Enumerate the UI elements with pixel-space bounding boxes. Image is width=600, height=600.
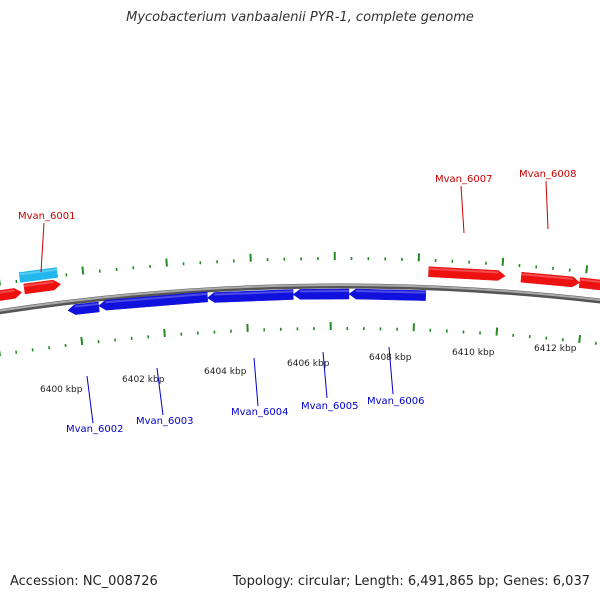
scale-labels: 6400 kbp 6402 kbp 6404 kbp 6406 kbp 6408 kbp… bbox=[40, 344, 577, 395]
gene-arrow-reverse bbox=[98, 291, 208, 311]
gene-arrow-forward-shine bbox=[23, 281, 54, 287]
gene-arrow-forward-shine bbox=[428, 267, 499, 274]
gene-arrow-forward bbox=[520, 271, 581, 288]
inner-tick bbox=[495, 327, 499, 336]
accession-text: Accession: NC_008726 bbox=[10, 574, 158, 589]
gene-arrow-forward-shine bbox=[521, 273, 574, 280]
gene-arrow-reverse bbox=[67, 301, 100, 315]
scale-label: 6412 kbp bbox=[534, 344, 577, 354]
label-leader-line bbox=[388, 346, 394, 395]
gene-arrow-forward-shine bbox=[579, 278, 600, 283]
gene-arrow-forward bbox=[23, 279, 62, 295]
genome-summary-text: Topology: circular; Length: 6,491,865 bp… bbox=[232, 574, 590, 589]
genome-backbone bbox=[0, 283, 600, 315]
gene-arrow-highlight bbox=[18, 267, 59, 283]
gene-label: Mvan_6001 bbox=[18, 211, 75, 222]
label-leader-line bbox=[86, 375, 94, 424]
inner-tick bbox=[578, 334, 582, 344]
scale-label: 6410 kbp bbox=[452, 348, 495, 358]
gene-label-leaders bbox=[40, 180, 549, 424]
gene-arrow-reverse-shine bbox=[355, 290, 426, 294]
backbone-shadow bbox=[0, 283, 600, 315]
gene-label: Mvan_6006 bbox=[367, 396, 424, 407]
outer-tick bbox=[81, 266, 85, 275]
scale-label: 6404 kbp bbox=[204, 367, 247, 377]
gene-label: Mvan_6007 bbox=[435, 174, 492, 185]
gene-label: Mvan_6003 bbox=[136, 416, 193, 427]
gene-arrow-forward-shine bbox=[0, 289, 15, 294]
gene-arrow-reverse-shine bbox=[214, 290, 294, 296]
gene-arrow-reverse-shine bbox=[105, 292, 208, 304]
gene-label: Mvan_6004 bbox=[231, 407, 288, 418]
gene-arrow-reverse-shine bbox=[300, 290, 349, 293]
label-leader-line bbox=[253, 357, 259, 407]
map-title: Mycobacterium vanbaalenii PYR-1, complet… bbox=[126, 10, 474, 25]
label-leader-line bbox=[156, 367, 164, 416]
gene-label: Mvan_6005 bbox=[301, 401, 358, 412]
label-leader-line bbox=[40, 222, 45, 273]
outer-tick bbox=[165, 258, 168, 267]
gene-arrow-forward bbox=[578, 277, 600, 291]
gene-arrows bbox=[0, 266, 600, 315]
outer-tick bbox=[585, 265, 589, 274]
scale-label: 6408 kbp bbox=[369, 353, 412, 363]
backbone-line bbox=[0, 284, 600, 312]
inner-tick bbox=[80, 336, 84, 346]
gene-labels: Mvan_6001 Mvan_6002 Mvan_6003 Mvan_6004 Mvan… bbox=[18, 169, 576, 435]
gene-label: Mvan_6002 bbox=[66, 424, 123, 435]
label-leader-line bbox=[545, 180, 549, 230]
gene-label: Mvan_6008 bbox=[519, 169, 576, 180]
inner-tick bbox=[163, 328, 166, 337]
inner-tick-marks bbox=[0, 322, 597, 357]
scale-label: 6406 kbp bbox=[287, 359, 330, 369]
scale-label: 6402 kbp bbox=[122, 375, 165, 385]
gene-arrow-forward bbox=[0, 288, 23, 301]
label-leader-line bbox=[322, 351, 328, 399]
gene-arrow-reverse bbox=[348, 288, 427, 301]
gene-arrow-highlight-shine bbox=[19, 268, 57, 276]
scale-label: 6400 kbp bbox=[40, 385, 83, 395]
outer-tick bbox=[501, 257, 505, 266]
gene-arrow-reverse-shine bbox=[74, 302, 99, 308]
label-leader-line bbox=[460, 185, 465, 234]
outer-tick-marks bbox=[0, 252, 589, 286]
gene-arrow-forward bbox=[428, 266, 506, 281]
